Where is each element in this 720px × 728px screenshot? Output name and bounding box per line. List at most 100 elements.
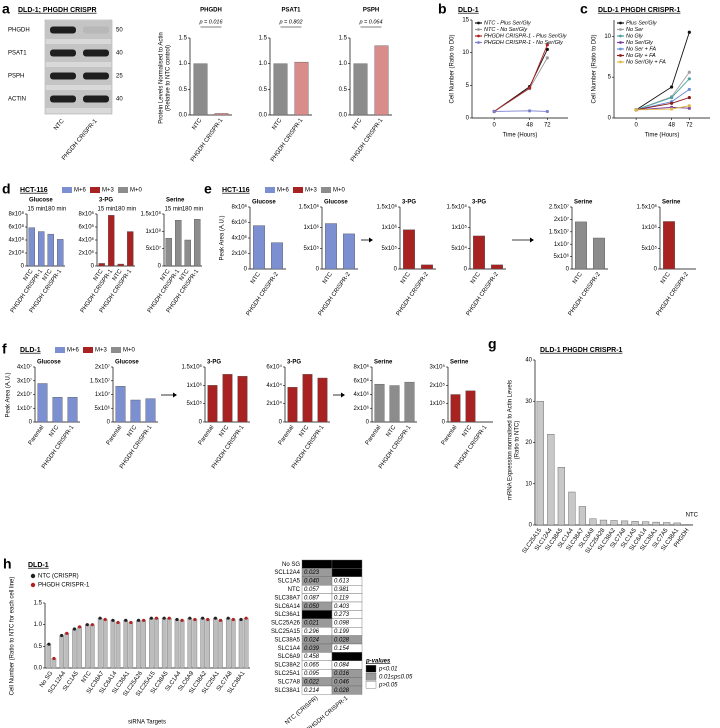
- bar-dot: [60, 633, 64, 638]
- bar: [214, 113, 229, 116]
- series-line: [493, 49, 548, 112]
- legend-label: M+3: [95, 348, 108, 354]
- y-tick-label: 0: [608, 116, 612, 122]
- y-tick-label: 8x10⁸: [8, 211, 24, 218]
- table-value: 0.016: [334, 671, 350, 677]
- y-tick-label: 0: [529, 523, 533, 529]
- y-tick-label: 1.5: [259, 36, 268, 42]
- bar: [238, 619, 244, 669]
- y-axis-label: (Ratio to NTC): [515, 421, 521, 460]
- x-tick-label: PHGDH CRISPR-2: [318, 271, 353, 317]
- y-tick-label: 0: [316, 267, 320, 273]
- blot-band: [83, 95, 109, 103]
- y-axis-label: mRNA Expression normalised to Actin Leve…: [508, 380, 514, 500]
- bar: [130, 399, 141, 423]
- y-tick-label: 6x10⁴: [266, 364, 282, 371]
- point: [670, 101, 674, 105]
- x-tick-label: PHGDH CRISPR-1: [211, 424, 246, 470]
- y-tick-label: 15: [462, 18, 469, 24]
- y-tick-label: 1.0: [179, 61, 188, 67]
- table-value: 0.065: [304, 663, 320, 669]
- table-value: 0.009: [304, 612, 320, 618]
- y-tick-label: 1.0: [34, 622, 43, 628]
- y-tick-label: 0: [566, 267, 570, 273]
- y-tick-label: 3x10⁷: [17, 377, 32, 384]
- bar-dot: [52, 656, 56, 661]
- y-tick-label: 8x10⁶: [79, 211, 95, 218]
- chart-title: PHGDH: [200, 8, 222, 14]
- x-tick-label: NTC: [191, 117, 203, 131]
- bar: [52, 397, 63, 423]
- band-label: PSPH: [8, 74, 24, 80]
- point: [670, 95, 674, 100]
- legend-swatch: [90, 187, 100, 193]
- y-tick-label: 1.5x10⁶: [299, 204, 320, 211]
- y-tick-label: 0: [366, 420, 370, 426]
- panel-title: HCT-116: [20, 187, 48, 194]
- bar: [473, 235, 485, 270]
- x-tick-label: Parental: [278, 425, 296, 447]
- point: [545, 47, 549, 52]
- row-label: SLC38A1: [274, 688, 300, 694]
- legend-label: M+3: [305, 188, 318, 194]
- bar: [115, 386, 126, 423]
- bar: [141, 620, 146, 669]
- band-size: 50: [116, 28, 123, 34]
- row-label: SLC6A14: [274, 604, 300, 610]
- legend-label: NTC - No Ser/Gly: [484, 27, 528, 33]
- bar: [161, 617, 167, 669]
- point: [687, 106, 691, 110]
- chart-title: Glucose: [252, 200, 276, 206]
- y-axis-label: Cell Number (Ratio to NTC for each cell …: [10, 577, 16, 696]
- lane-label: NTC: [53, 118, 66, 132]
- panel-label: b: [438, 1, 447, 17]
- chart-title: 3-PG: [207, 360, 221, 366]
- bar: [187, 617, 193, 669]
- y-tick-label: 1.5x10⁷: [90, 377, 110, 384]
- series-line: [493, 44, 548, 112]
- series-line: [494, 110, 548, 112]
- legend-label: 0.01≤p≤0.05: [379, 674, 413, 680]
- y-tick-label: 5x10⁵: [304, 245, 320, 252]
- legend-swatch: [55, 347, 65, 353]
- bar-dot: [124, 618, 128, 622]
- bar: [465, 390, 476, 423]
- y-tick-label: 0: [244, 267, 248, 273]
- legend-marker: [477, 34, 480, 38]
- bar: [77, 626, 82, 669]
- bar-dot: [149, 616, 153, 620]
- bar: [231, 619, 236, 669]
- x-tick-label: Parental: [198, 425, 216, 447]
- x-axis-label: Time (Hours): [645, 133, 680, 139]
- row-label: SLC38A7: [274, 595, 300, 601]
- table-value: 0.028: [334, 688, 350, 694]
- bar-dot: [226, 616, 230, 620]
- x-tick-label: NTC: [470, 271, 482, 285]
- panel-label: c: [580, 1, 588, 17]
- y-tick-label: 6x10⁸: [8, 224, 24, 231]
- band-label: PSAT1: [8, 51, 27, 57]
- blot-band: [83, 49, 109, 57]
- table-value: 0.981: [334, 587, 349, 593]
- row-label: NTC: [288, 587, 301, 593]
- table-value: 0.028: [334, 637, 350, 643]
- panel-title: HCT-116: [222, 187, 250, 194]
- table-value: 0.214: [304, 688, 320, 694]
- chart-title: Serine: [574, 200, 593, 206]
- bar: [403, 229, 415, 270]
- y-tick-label: 1.5x10⁸: [140, 211, 161, 218]
- y-tick-label: 0: [464, 267, 468, 273]
- chart-title: Glucose: [37, 360, 61, 366]
- legend-marker: [477, 41, 480, 44]
- y-tick-label: 4x10⁴: [266, 382, 282, 389]
- y-tick-label: 0.5: [179, 87, 188, 93]
- bar-dot: [90, 623, 95, 627]
- y-tick-label: 2x10⁵: [430, 382, 446, 389]
- bar: [97, 617, 103, 669]
- legend-label: M+0: [123, 348, 136, 354]
- x-tick-label: 72: [686, 123, 693, 129]
- x-tick-label: NTC: [81, 670, 93, 684]
- y-tick-label: 1x10⁷: [17, 405, 32, 412]
- y-tick-label: 5x10⁶: [95, 405, 111, 412]
- chart-title: 3-PG: [402, 200, 416, 206]
